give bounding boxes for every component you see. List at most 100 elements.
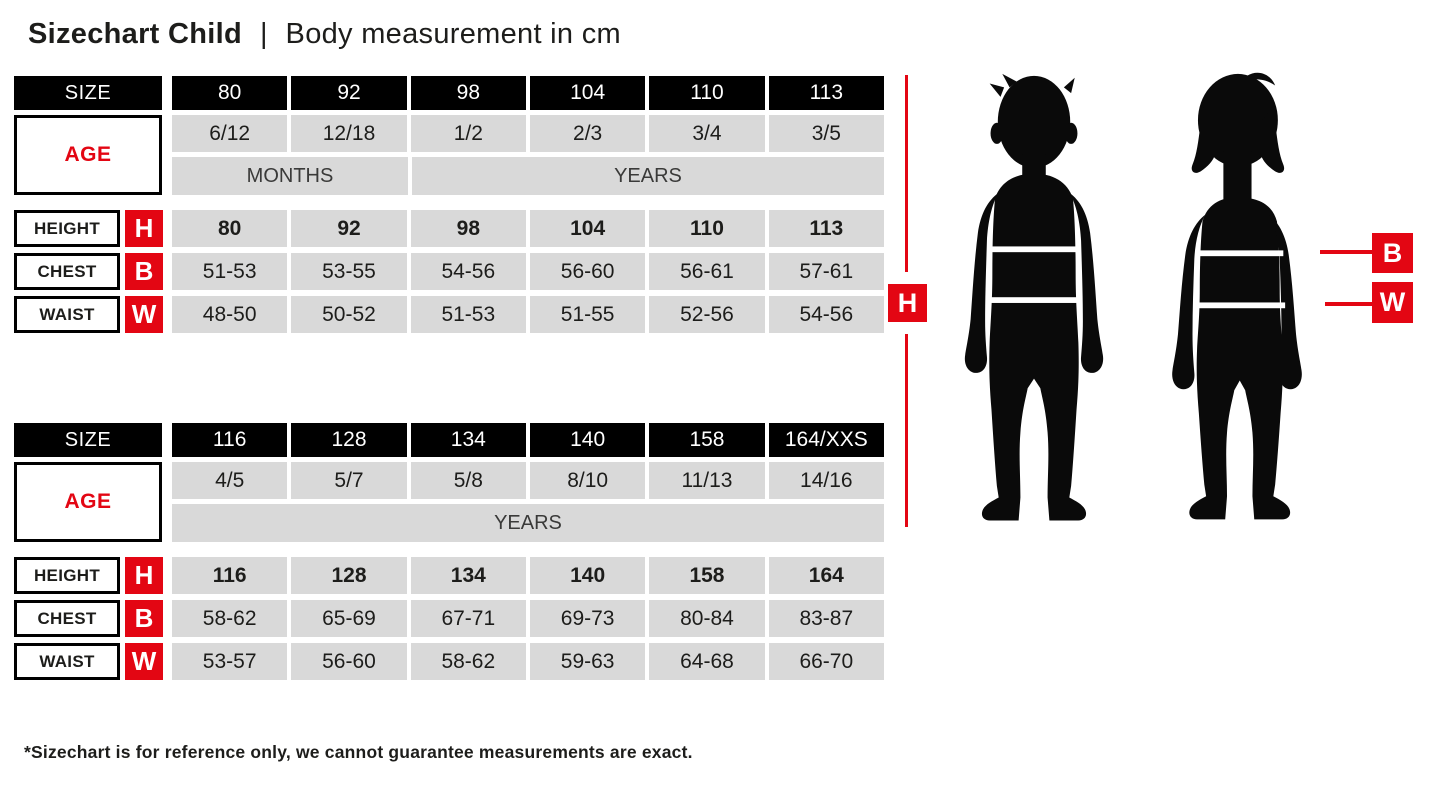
height-cells: 80 92 98 104 110 113: [172, 210, 884, 247]
height-cell: 110: [649, 210, 765, 247]
waist-cell: 56-60: [291, 643, 407, 680]
age-cell: 8/10: [529, 462, 646, 499]
chest-cell: 51-53: [172, 253, 288, 290]
chest-cell: 58-62: [172, 600, 288, 637]
page-title-main: Sizechart Child: [28, 18, 242, 50]
size-cell: 104: [529, 76, 646, 110]
waist-cell: 50-52: [291, 296, 407, 333]
girl-hair-top: [1246, 72, 1276, 86]
height-header-cell: HEIGHT: [14, 210, 120, 247]
waist-cell: 51-55: [529, 296, 646, 333]
age-header-cell: AGE: [14, 462, 162, 542]
waist-cell: 54-56: [768, 296, 884, 333]
age-cell: 5/8: [410, 462, 526, 499]
height-cell: 140: [529, 557, 646, 594]
measurement-diagram: H: [880, 60, 1425, 560]
height-cell: 134: [410, 557, 526, 594]
chest-cell: 67-71: [410, 600, 526, 637]
boy-torso-legs: [981, 173, 1087, 521]
age-cell: 6/12: [172, 115, 288, 152]
chest-cell: 56-61: [649, 253, 765, 290]
chest-cells: 51-53 53-55 54-56 56-60 56-61 57-61: [172, 253, 884, 290]
size-cell: 92: [291, 76, 407, 110]
height-row: HEIGHT H 80 92 98 104 110 113: [14, 210, 884, 247]
chest-cell: 83-87: [768, 600, 884, 637]
age-cell: 4/5: [172, 462, 288, 499]
waist-marker-badge: W: [125, 643, 163, 680]
size-cells: 80 92 98 104 110 113: [172, 76, 884, 110]
girl-chest-line: [1196, 250, 1284, 257]
boy-ear-left: [990, 122, 1004, 144]
girl-hair-right: [1260, 106, 1285, 173]
waist-cell: 51-53: [410, 296, 526, 333]
chest-pointer-line: [1320, 250, 1372, 254]
chest-cells: 58-62 65-69 67-71 69-73 80-84 83-87: [172, 600, 884, 637]
girl-neck: [1223, 151, 1252, 204]
height-line-upper: [905, 75, 908, 272]
waist-cell: 66-70: [768, 643, 884, 680]
chest-cell: 69-73: [529, 600, 646, 637]
chest-row: CHEST B 51-53 53-55 54-56 56-60 56-61 57…: [14, 253, 884, 290]
size-cell: 134: [410, 423, 526, 457]
size-row: SIZE 116 128 134 140 158 164/XXS: [14, 423, 884, 457]
waist-header-cell: WAIST: [14, 296, 120, 333]
boy-arm-right: [1069, 192, 1104, 373]
size-cell: 116: [172, 423, 288, 457]
page-title: Sizechart Child | Body measurement in cm: [28, 18, 621, 51]
height-cell: 158: [649, 557, 765, 594]
chest-header-cell: CHEST: [14, 253, 120, 290]
height-cell: 164: [768, 557, 884, 594]
age-values: 6/12 12/18 1/2 2/3 3/4 3/5 MONTHS YEARS: [172, 115, 884, 195]
waist-cells: 48-50 50-52 51-53 51-55 52-56 54-56: [172, 296, 884, 333]
waist-cell: 52-56: [649, 296, 765, 333]
chest-cell: 53-55: [291, 253, 407, 290]
chest-marker-badge: B: [125, 253, 163, 290]
girl-head: [1197, 73, 1278, 167]
age-block: AGE 4/5 5/7 5/8 8/10 11/13 14/16 YEARS: [14, 462, 884, 542]
waist-pointer-line: [1325, 302, 1372, 306]
height-row: HEIGHT H 116 128 134 140 158 164: [14, 557, 884, 594]
size-cell: 80: [172, 76, 288, 110]
girl-torso-legs: [1189, 197, 1291, 520]
age-cell: 1/2: [410, 115, 526, 152]
height-cell: 113: [768, 210, 884, 247]
age-header-cell: AGE: [14, 115, 162, 195]
age-block: AGE 6/12 12/18 1/2 2/3 3/4 3/5 MONTHS YE…: [14, 115, 884, 195]
age-cell: 3/4: [649, 115, 765, 152]
waist-cell: 59-63: [529, 643, 646, 680]
waist-row: WAIST W 53-57 56-60 58-62 59-63 64-68 66…: [14, 643, 884, 680]
chest-header-cell: CHEST: [14, 600, 120, 637]
height-cells: 116 128 134 140 158 164: [172, 557, 884, 594]
age-unit-cell: YEARS: [412, 157, 884, 195]
height-cell: 80: [172, 210, 288, 247]
size-cell: 113: [768, 76, 884, 110]
size-cell: 164/XXS: [768, 423, 884, 457]
size-cell: 110: [649, 76, 765, 110]
girl-silhouette-icon: [1172, 72, 1302, 520]
disclaimer-note: *Sizechart is for reference only, we can…: [24, 742, 693, 762]
size-cell: 98: [410, 76, 526, 110]
chest-cell: 54-56: [410, 253, 526, 290]
waist-cell: 58-62: [410, 643, 526, 680]
size-row: SIZE 80 92 98 104 110 113: [14, 76, 884, 110]
height-cell: 128: [291, 557, 407, 594]
boy-ear-right: [1064, 122, 1078, 144]
boy-hair: [989, 73, 1075, 97]
chest-cell: 56-60: [529, 253, 646, 290]
size-header-cell: SIZE: [14, 76, 162, 110]
height-marker-badge: H: [888, 284, 927, 322]
title-separator: |: [260, 18, 268, 50]
age-cell: 12/18: [291, 115, 407, 152]
chest-cell: 65-69: [291, 600, 407, 637]
size-cell: 128: [291, 423, 407, 457]
girl-waist-line: [1195, 302, 1286, 309]
age-values: 4/5 5/7 5/8 8/10 11/13 14/16 YEARS: [172, 462, 884, 542]
height-cell: 104: [529, 210, 646, 247]
height-line-lower: [905, 334, 908, 527]
chest-row: CHEST B 58-62 65-69 67-71 69-73 80-84 83…: [14, 600, 884, 637]
age-row: 6/12 12/18 1/2 2/3 3/4 3/5: [172, 115, 884, 152]
age-row: 4/5 5/7 5/8 8/10 11/13 14/16: [172, 462, 884, 499]
page-title-subtitle: Body measurement in cm: [285, 18, 621, 50]
chest-marker-badge: B: [1372, 233, 1413, 273]
